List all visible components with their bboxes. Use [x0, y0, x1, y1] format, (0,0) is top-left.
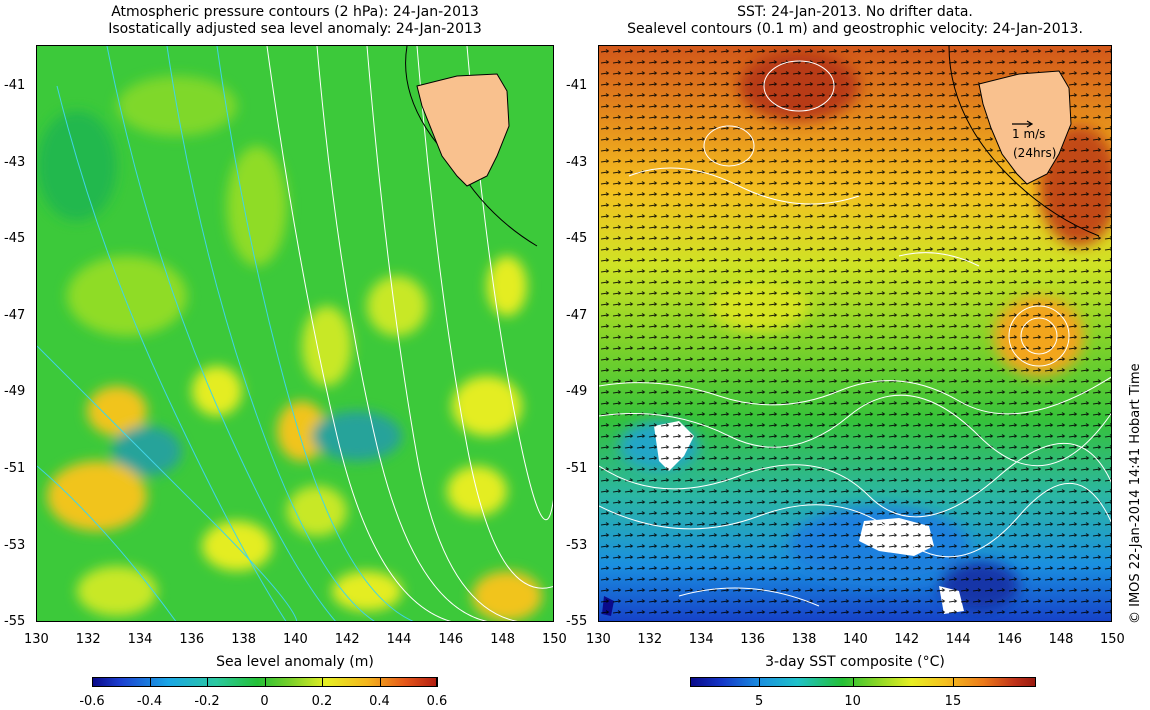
- x-tick-label: 130: [586, 632, 611, 647]
- colorbar-tick-label: 0.2: [311, 694, 333, 709]
- colorbar-tick-label: 15: [944, 694, 962, 709]
- velocity-scale: 1 m/s (24hrs): [1012, 120, 1056, 160]
- left-panel-title: Atmospheric pressure contours (2 hPa): 2…: [35, 4, 555, 38]
- y-tick-label: -55: [566, 614, 588, 630]
- colorbar-tick: [322, 677, 323, 687]
- colorbar-tick-label: -0.6: [79, 694, 105, 709]
- y-tick-label: -49: [4, 384, 26, 400]
- colorbar-tick-label: 0: [260, 694, 269, 709]
- left-title-line2: Isostatically adjusted sea level anomaly…: [108, 21, 482, 37]
- y-tick-label: -55: [4, 614, 26, 630]
- right-title-line2: Sealevel contours (0.1 m) and geostrophi…: [627, 21, 1083, 37]
- pressure-contours: [37, 46, 553, 621]
- colorbar-tick: [149, 677, 151, 687]
- sst-map: 1 m/s (24hrs): [598, 45, 1112, 622]
- colorbar-tick: [379, 677, 381, 687]
- colorbar-tick-label: -0.2: [194, 694, 220, 709]
- x-tick-label: 138: [231, 632, 257, 647]
- x-tick-label: 144: [945, 632, 971, 647]
- y-tick-label: -53: [566, 537, 588, 553]
- colorbar-tick-label: 10: [844, 694, 861, 709]
- sea-level-contours: [599, 60, 1111, 607]
- colorbar-tick-label: 5: [755, 694, 764, 709]
- x-tick-label: 140: [283, 632, 308, 647]
- x-tick-label: 134: [688, 632, 714, 647]
- right-panel-title: SST: 24-Jan-2013. No drifter data. Seale…: [598, 4, 1112, 38]
- y-tick-label: -47: [4, 307, 26, 323]
- x-tick-label: 130: [24, 632, 49, 647]
- x-tick-label: 150: [542, 632, 567, 647]
- x-tick-label: 150: [1100, 632, 1125, 647]
- sst-colorbar: [690, 677, 1036, 687]
- y-tick-label: -43: [566, 154, 588, 170]
- colorbar-tick: [437, 677, 438, 687]
- sea-level-anomaly-map: [36, 45, 554, 622]
- x-tick-label: 148: [490, 632, 516, 647]
- sst-plot: 1 m/s (24hrs): [599, 46, 1111, 621]
- y-tick-label: -51: [566, 461, 588, 476]
- y-tick-label: -41: [4, 78, 26, 93]
- colorbar-tick-label: -0.4: [136, 694, 163, 709]
- x-tick-label: 142: [334, 632, 360, 647]
- x-tick-label: 136: [179, 632, 205, 647]
- x-tick-label: 148: [1048, 632, 1074, 647]
- colorbar-tick: [759, 677, 761, 687]
- left-title-line1: Atmospheric pressure contours (2 hPa): 2…: [111, 4, 479, 20]
- x-tick-label: 132: [637, 632, 663, 647]
- colorbar-tick: [207, 677, 208, 687]
- tasmania-land: [405, 46, 538, 247]
- colorbar-tick-label: 0.6: [426, 694, 448, 709]
- x-tick-label: 134: [127, 632, 153, 647]
- right-title-line1: SST: 24-Jan-2013. No drifter data.: [737, 4, 973, 20]
- scale-time-label: (24hrs): [1013, 146, 1056, 160]
- x-tick-label: 140: [843, 632, 868, 647]
- tasmania-land: [948, 46, 1100, 237]
- colorbar-tick-label: 0.4: [369, 694, 390, 709]
- y-tick-label: -47: [566, 307, 588, 323]
- colorbar-tick: [264, 677, 266, 687]
- x-tick-label: 136: [740, 632, 766, 647]
- y-tick-label: -53: [4, 537, 26, 553]
- imos-credit: © IMOS 22-Jan-2014 14:41 Hobart Time: [1128, 363, 1143, 624]
- y-tick-label: -45: [4, 231, 26, 247]
- x-tick-label: 144: [386, 632, 412, 647]
- x-tick-label: 146: [997, 632, 1023, 647]
- sst-colorbar-label: 3-day SST composite (°C): [765, 654, 945, 670]
- x-tick-label: 142: [894, 632, 920, 647]
- scale-arrow-icon: [1012, 120, 1034, 128]
- x-tick-label: 138: [791, 632, 817, 647]
- scale-speed-label: 1 m/s: [1012, 127, 1045, 141]
- colorbar-tick: [92, 677, 93, 687]
- x-tick-label: 132: [75, 632, 101, 647]
- y-tick-label: -41: [566, 78, 588, 93]
- colorbar-tick: [852, 677, 854, 687]
- x-tick-label: 146: [438, 632, 464, 647]
- sla-field: [37, 76, 542, 621]
- sea-level-anomaly-plot: [37, 46, 553, 621]
- colorbar-tick: [952, 677, 954, 687]
- y-tick-label: -43: [4, 154, 26, 170]
- y-tick-label: -49: [566, 384, 588, 400]
- sla-colorbar-label: Sea level anomaly (m): [216, 654, 374, 670]
- y-tick-label: -45: [566, 231, 588, 247]
- y-tick-label: -51: [4, 461, 26, 476]
